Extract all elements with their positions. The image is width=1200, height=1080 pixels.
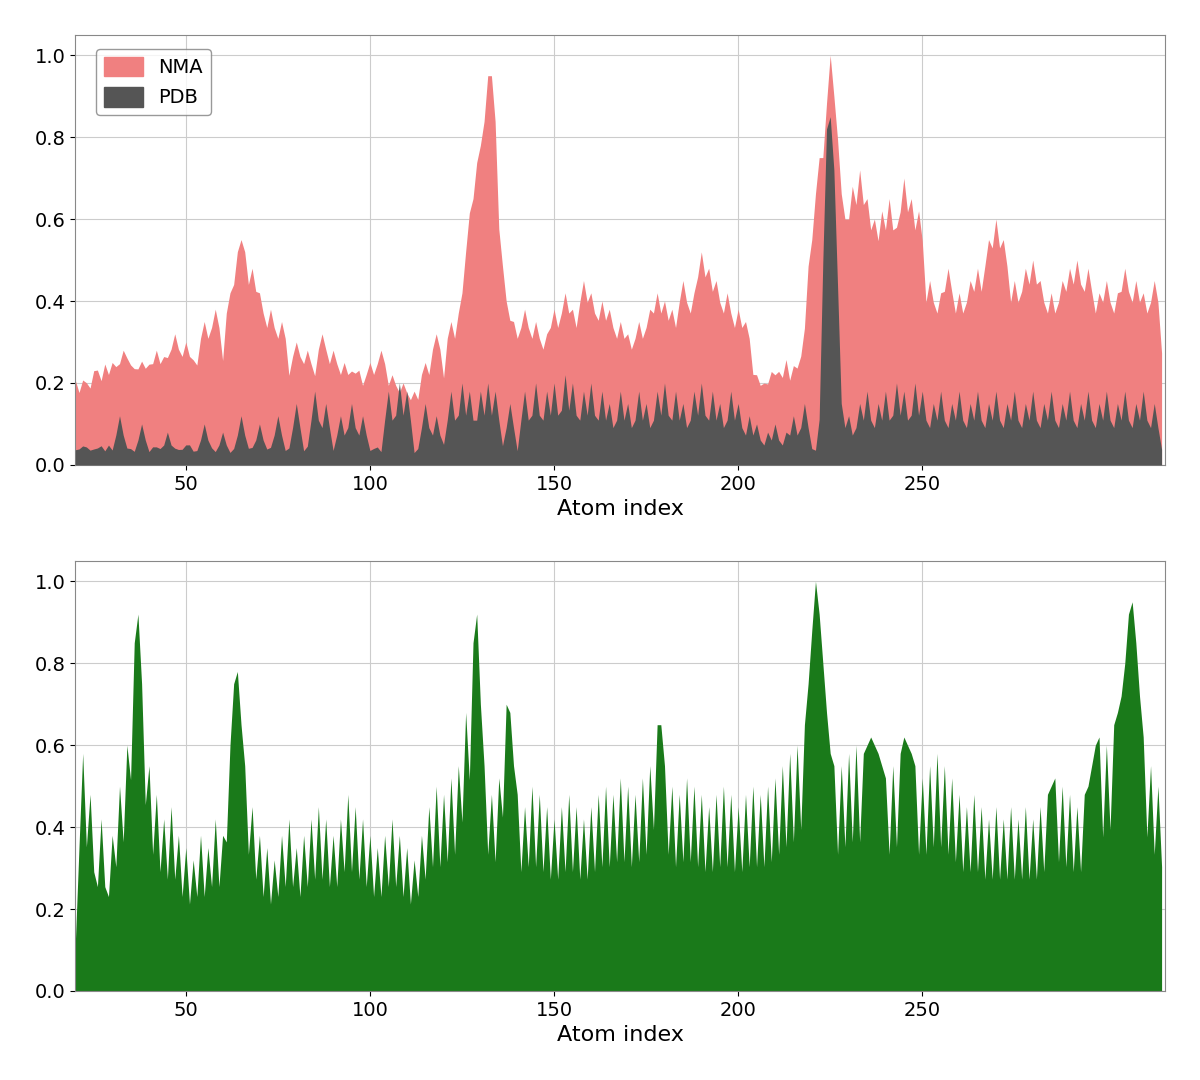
- X-axis label: Atom index: Atom index: [557, 1025, 684, 1045]
- X-axis label: Atom index: Atom index: [557, 499, 684, 519]
- Legend: NMA, PDB: NMA, PDB: [96, 49, 210, 116]
